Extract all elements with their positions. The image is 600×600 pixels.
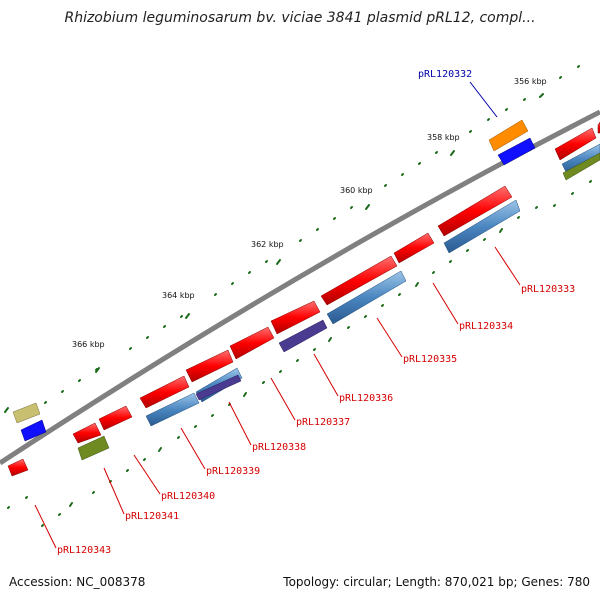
cds-bar <box>145 392 200 427</box>
scale-label-358: 358 kbp <box>427 133 460 142</box>
cds-bar <box>561 143 600 175</box>
topology-summary: Topology: circular; Length: 870,021 bp; … <box>283 575 590 589</box>
gene-label-pRL120338[interactable]: pRL120338 <box>252 442 306 453</box>
leader-lines <box>34 81 521 549</box>
scale-label-356: 356 kbp <box>514 77 547 86</box>
gene-label-pRL120339[interactable]: pRL120339 <box>206 466 260 477</box>
gene-label-pRL120333[interactable]: pRL120333 <box>521 284 575 295</box>
plasmid-backbone <box>0 109 600 466</box>
gene-label-pRL120337[interactable]: pRL120337 <box>296 417 350 428</box>
cds-bar <box>326 270 407 325</box>
gene-arrow <box>72 422 102 444</box>
gene-arrow <box>393 232 435 264</box>
gene-arrow <box>320 255 398 306</box>
scale-ticks-upper <box>4 65 580 415</box>
gene-label-pRL120336[interactable]: pRL120336 <box>339 393 393 404</box>
gene-arrow <box>185 349 234 383</box>
gene-arrow <box>437 185 513 237</box>
gene-pRL120332-cds[interactable] <box>497 137 536 166</box>
misc-feature-blue[interactable] <box>20 419 47 442</box>
gene-label-pRL120334[interactable]: pRL120334 <box>459 321 513 332</box>
scale-label-362: 362 kbp <box>251 240 284 249</box>
gene-arrow <box>229 326 275 360</box>
gene-label-pRL120341[interactable]: pRL120341 <box>125 511 179 522</box>
misc-feature-khaki[interactable] <box>12 402 41 424</box>
gene-pRL120332-arrow[interactable] <box>488 119 529 152</box>
gene-label-pRL120343[interactable]: pRL120343 <box>57 545 111 556</box>
scale-label-366: 366 kbp <box>72 340 105 349</box>
gene-arrow <box>98 405 133 431</box>
misc-feature-purple[interactable] <box>278 319 328 353</box>
accession-text: Accession: NC_008378 <box>9 575 146 589</box>
cds-bar <box>443 199 521 254</box>
gene-label-pRL120340[interactable]: pRL120340 <box>161 491 215 502</box>
cds-features[interactable] <box>145 143 600 427</box>
map-title: Rhizobium leguminosarum bv. viciae 3841 … <box>64 10 536 26</box>
misc-feature-olive[interactable] <box>77 435 110 461</box>
genes-forward[interactable] <box>72 121 600 444</box>
scale-ticks-lower <box>7 180 592 527</box>
misc-feature-olive[interactable] <box>562 152 600 181</box>
gene-label-pRL120332[interactable]: pRL120332 <box>418 69 472 80</box>
gene-arrow <box>139 375 190 409</box>
misc-feature-purple[interactable] <box>195 374 242 401</box>
gene-arrow <box>554 127 597 161</box>
scale-label-360: 360 kbp <box>340 186 373 195</box>
gene-label-pRL120335[interactable]: pRL120335 <box>403 354 457 365</box>
gene-arrow[interactable] <box>7 458 29 477</box>
scale-label-364: 364 kbp <box>162 291 195 300</box>
gene-arrow <box>270 300 321 335</box>
